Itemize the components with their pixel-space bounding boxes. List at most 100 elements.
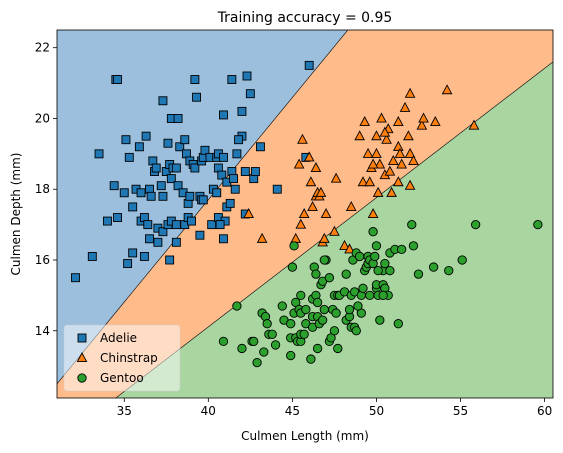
legend-marker-chinstrap (76, 352, 88, 363)
adelie-point (113, 75, 122, 84)
adelie-point (190, 163, 200, 173)
gentoo-point (370, 251, 380, 262)
adelie-point (173, 114, 183, 123)
gentoo-point (354, 251, 365, 262)
adelie-point (175, 142, 185, 152)
gentoo-point (385, 265, 395, 276)
adelie-point (163, 138, 173, 148)
adelie-point (156, 181, 166, 191)
adelie-point (139, 252, 149, 261)
adelie-point (215, 220, 225, 230)
boundary-line (57, 30, 349, 385)
adelie-point (217, 170, 227, 180)
gentoo-point (249, 336, 259, 347)
adelie-point (219, 152, 228, 162)
data-points (71, 60, 543, 368)
chinstrap-point (371, 130, 382, 141)
adelie-point (113, 213, 122, 222)
gentoo-point (331, 308, 341, 318)
adelie-point (195, 230, 205, 240)
y-axis-label: Culmen Depth (mm) (9, 153, 23, 276)
gentoo-point (344, 304, 355, 315)
adelie-point (109, 181, 119, 191)
gentoo-point (341, 269, 351, 279)
gentoo-point (289, 241, 299, 251)
adelie-point (153, 237, 163, 247)
chinstrap-point (404, 147, 416, 158)
gentoo-point (259, 347, 269, 357)
chinstrap-point (320, 208, 332, 219)
chinstrap-point (303, 151, 315, 162)
x-tick-label: 50 (369, 404, 384, 418)
chinstrap-point (392, 176, 404, 187)
chinstrap-point (384, 165, 396, 176)
adelie-point (146, 191, 156, 201)
chinstrap-point (329, 225, 340, 236)
gentoo-point (393, 319, 403, 329)
chinstrap-point (408, 154, 419, 165)
gentoo-point (270, 340, 281, 350)
chinstrap-point (344, 243, 355, 254)
chinstrap-point (399, 101, 411, 112)
adelie-point (225, 198, 235, 208)
chinstrap-point (372, 186, 384, 197)
adelie-point (165, 255, 175, 265)
chinstrap-point (376, 112, 387, 123)
chinstrap-point (297, 133, 308, 144)
gentoo-point (324, 273, 335, 283)
chinstrap-point (345, 200, 357, 211)
chinstrap-point (298, 208, 310, 219)
chinstrap-point (293, 158, 305, 169)
x-axis: 35 40 45 50 55 60 (117, 398, 552, 418)
y-tick-label: 16 (35, 253, 50, 267)
chinstrap-point (403, 130, 414, 141)
adelie-point (171, 163, 181, 173)
chinstrap-point (392, 140, 404, 151)
gentoo-point (318, 315, 328, 325)
adelie-point (232, 149, 242, 159)
chinstrap-point (429, 116, 441, 127)
adelie-point (230, 184, 240, 194)
chinstrap-point (404, 179, 416, 190)
adelie-point (234, 135, 244, 145)
gentoo-point (380, 258, 390, 269)
y-axis: 14 16 18 20 22 (35, 41, 57, 338)
gentoo-point (287, 262, 298, 272)
adelie-point (87, 252, 97, 261)
adelie-point (240, 167, 250, 176)
adelie-point (141, 131, 151, 141)
chinstrap-point (379, 126, 391, 137)
gentoo-point (407, 219, 417, 230)
adelie-point (123, 259, 133, 268)
gentoo-point (378, 290, 388, 301)
adelie-point (304, 60, 314, 70)
gentoo-point (533, 219, 543, 230)
chinstrap-point (367, 158, 379, 169)
adelie-point (158, 227, 168, 237)
adelie-point (145, 234, 154, 244)
x-tick-label: 55 (453, 404, 468, 418)
chinstrap-point (243, 208, 255, 219)
adelie-point (128, 202, 138, 212)
gentoo-point (237, 343, 247, 354)
adelie-point (200, 145, 210, 155)
adelie-point (212, 188, 222, 198)
chinstrap-point (307, 200, 318, 211)
gentoo-point (413, 269, 424, 279)
gentoo-point (351, 326, 361, 336)
gentoo-point (444, 265, 454, 276)
gentoo-point (311, 269, 321, 279)
gentoo-point (286, 319, 296, 329)
y-tick-label: 20 (35, 111, 50, 125)
adelie-point (187, 216, 196, 226)
adelie-point (185, 191, 195, 201)
adelie-point (136, 188, 146, 198)
gentoo-point (333, 343, 343, 354)
y-tick-label: 18 (35, 182, 50, 196)
gentoo-point (358, 283, 368, 293)
gentoo-point (428, 262, 439, 272)
gentoo-point (373, 265, 383, 276)
chart-title: Training accuracy = 0.95 (217, 10, 393, 26)
chinstrap-point (418, 112, 429, 123)
gentoo-point (299, 329, 309, 339)
